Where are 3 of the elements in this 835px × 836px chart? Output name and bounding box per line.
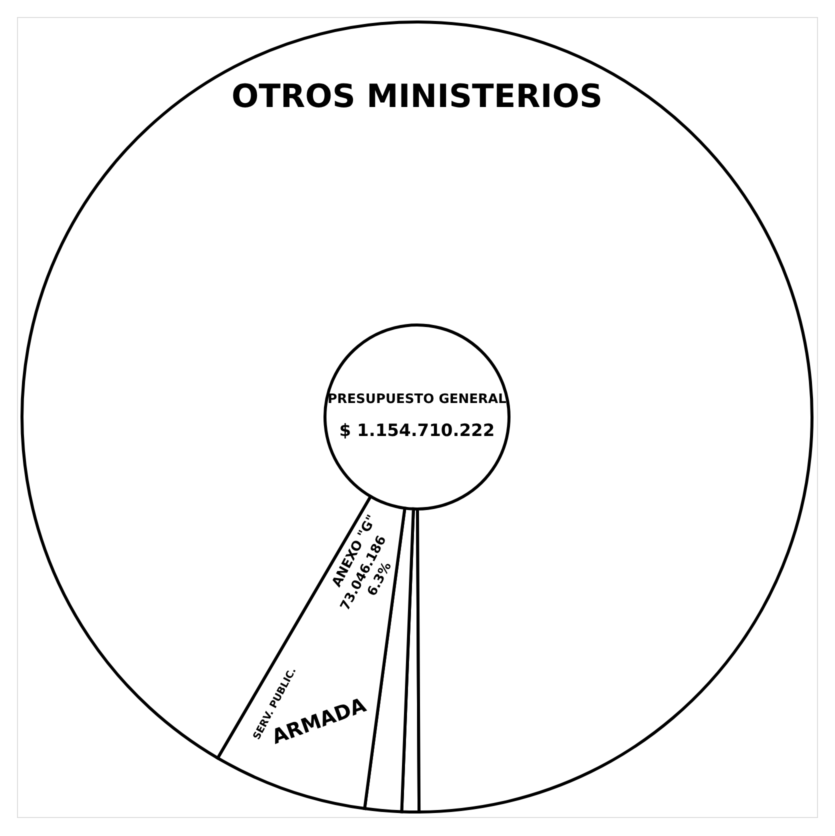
text: $ 1.154.710.222 [339, 421, 495, 441]
slice-label: OTROS MINISTERIOS [231, 77, 603, 115]
text: PRESUPUESTO GENERAL [328, 392, 506, 407]
